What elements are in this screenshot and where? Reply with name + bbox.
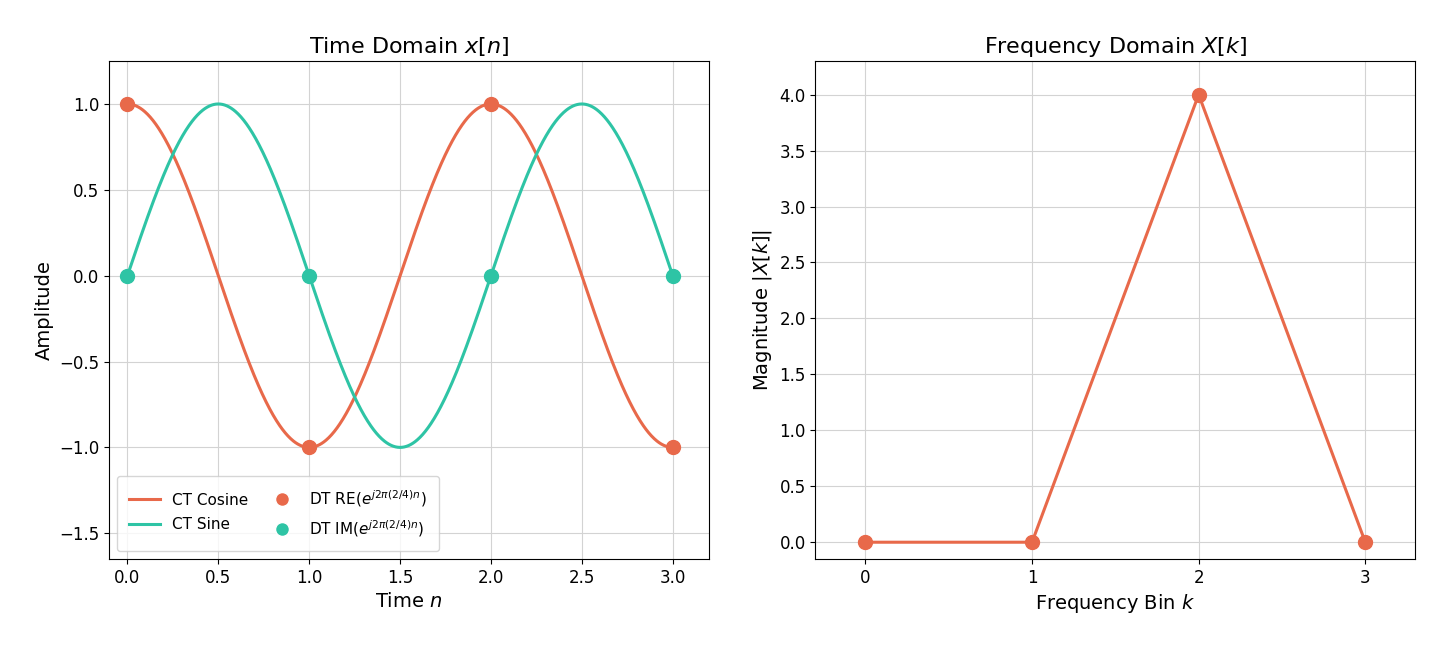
Legend: CT Cosine, CT Sine, DT RE($e^{j2\pi(2/4)n}$), DT IM($e^{j2\pi(2/4)n}$): CT Cosine, CT Sine, DT RE($e^{j2\pi(2/4)… bbox=[117, 476, 439, 551]
Title: Time Domain $x[n]$: Time Domain $x[n]$ bbox=[309, 34, 509, 58]
Y-axis label: Magnitude $|X[k]|$: Magnitude $|X[k]|$ bbox=[751, 229, 774, 391]
X-axis label: Frequency Bin $k$: Frequency Bin $k$ bbox=[1035, 592, 1195, 616]
X-axis label: Time $n$: Time $n$ bbox=[376, 592, 442, 611]
Y-axis label: Amplitude: Amplitude bbox=[35, 260, 54, 360]
Title: Frequency Domain $X[k]$: Frequency Domain $X[k]$ bbox=[983, 34, 1247, 58]
